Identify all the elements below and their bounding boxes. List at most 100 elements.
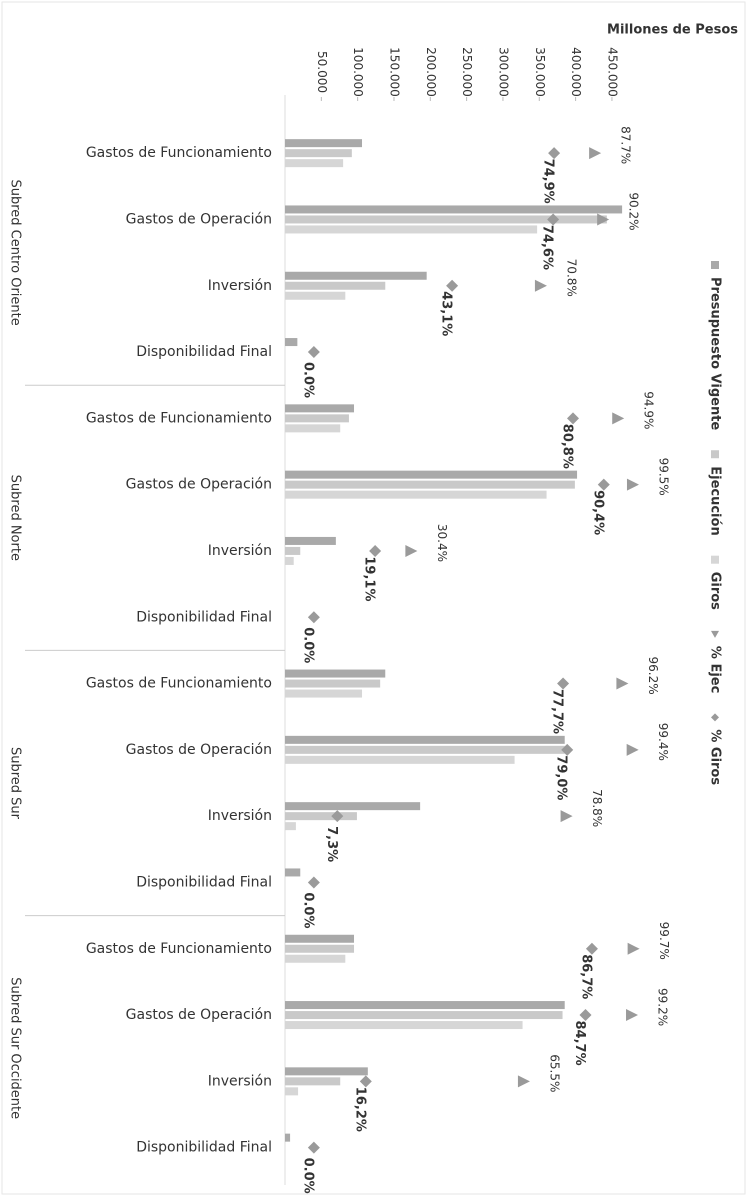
pct-ejec-label: 99.2% (656, 988, 670, 1026)
bar (285, 934, 355, 943)
group-label: Subred Sur (8, 747, 23, 820)
bar (285, 149, 352, 158)
category-label: Disponibilidad Final (136, 874, 272, 890)
bar (285, 1077, 341, 1086)
category-label: Gastos de Funcionamiento (86, 941, 272, 957)
pct-ejec-marker (627, 942, 640, 955)
legend-swatch (711, 261, 719, 269)
pct-giros-label: 80,8% (560, 424, 575, 469)
pct-ejec-label: 99.7% (657, 922, 671, 960)
bar (285, 225, 538, 234)
pct-ejec-marker (626, 1009, 639, 1022)
bar (285, 404, 355, 413)
pct-giros-marker (557, 677, 570, 690)
category-label: Disponibilidad Final (136, 609, 272, 625)
bar (285, 556, 294, 565)
bar (285, 1133, 291, 1142)
pct-giros-label: 90,4% (590, 490, 605, 535)
pct-ejec-marker (626, 478, 639, 491)
bar (285, 735, 565, 744)
pct-ejec-label: 94.9% (642, 391, 656, 429)
pct-ejec-marker (517, 1075, 530, 1088)
pct-ejec-marker (626, 743, 639, 756)
bar (285, 1021, 523, 1030)
pct-ejec-label: 30.4% (435, 524, 449, 562)
pct-giros-marker (307, 346, 320, 359)
pct-giros-marker (307, 611, 320, 624)
pct-giros-marker (585, 942, 598, 955)
pct-ejec-label: 87.7% (619, 126, 633, 164)
pct-ejec-marker (589, 147, 602, 160)
pct-ejec-marker (612, 412, 625, 425)
bar (285, 215, 607, 224)
category-label: Inversión (208, 543, 272, 559)
x-tick-label: 350.000 (533, 47, 547, 97)
bar (285, 954, 346, 963)
pct-giros-marker (579, 1009, 592, 1022)
pct-giros-marker (307, 1141, 320, 1154)
legend-label: Ejecución (708, 466, 723, 535)
x-tick-label: 450.000 (605, 47, 619, 97)
bar (285, 159, 344, 168)
bar (285, 1011, 563, 1020)
bar (285, 812, 357, 821)
category-label: Gastos de Funcionamiento (86, 145, 272, 161)
bar (285, 755, 515, 764)
bar (285, 822, 296, 831)
pct-giros-marker (597, 478, 610, 491)
category-label: Gastos de Operación (126, 1007, 272, 1023)
pct-ejec-label: 96.2% (646, 656, 660, 694)
group-label: Subred Centro Oriente (8, 179, 23, 325)
legend-swatch (711, 555, 719, 564)
pct-giros-label: 0.0% (300, 892, 315, 928)
x-tick-label: 100.000 (351, 47, 365, 97)
group-label: Subred Norte (8, 475, 23, 561)
pct-giros-label: 79,0% (554, 755, 569, 800)
bar (285, 414, 349, 423)
category-label: Gastos de Funcionamiento (86, 410, 272, 426)
bar (285, 669, 386, 678)
pct-giros-marker (359, 1075, 372, 1088)
pct-giros-label: 7,3% (324, 826, 339, 862)
category-label: Inversión (208, 278, 272, 294)
bar (285, 1087, 299, 1096)
pct-ejec-label: 70.8% (564, 259, 578, 297)
pct-ejec-label: 99.4% (656, 723, 670, 761)
x-tick-label: 200.000 (424, 47, 438, 97)
pct-giros-label: 0.0% (300, 362, 315, 398)
pct-giros-label: 0.0% (300, 1158, 315, 1194)
category-label: Gastos de Operación (126, 742, 272, 758)
pct-giros-marker (331, 810, 344, 823)
category-label: Inversión (208, 1073, 272, 1089)
x-tick-label: 300.000 (496, 47, 510, 97)
legend-swatch (711, 713, 719, 722)
bar (285, 536, 336, 545)
pct-giros-marker (369, 544, 382, 557)
legend-swatch (711, 450, 719, 459)
pct-ejec-marker (534, 279, 547, 292)
pct-ejec-marker (597, 213, 610, 226)
category-label: Gastos de Operación (126, 211, 272, 227)
bar (285, 281, 386, 290)
pct-giros-label: 74,6% (540, 225, 555, 270)
pct-giros-marker (561, 743, 574, 756)
bar (285, 480, 575, 489)
bar (285, 490, 547, 499)
pct-ejec-label: 99.5% (656, 458, 670, 496)
pct-giros-label: 77,7% (550, 689, 565, 734)
bar (285, 470, 578, 479)
bar (285, 1067, 368, 1076)
bar (285, 745, 565, 754)
bar (285, 679, 381, 688)
pct-ejec-marker (560, 810, 573, 823)
legend-label: % Giros (708, 729, 723, 785)
x-tick-label: 50.000 (315, 51, 329, 93)
group-label: Subred Sur Occidente (8, 977, 23, 1119)
pct-giros-label: 84,7% (572, 1020, 587, 1065)
category-label: Gastos de Funcionamiento (86, 676, 272, 692)
pct-giros-marker (307, 876, 320, 889)
legend-label: % Ejec (708, 646, 723, 693)
pct-giros-label: 19,1% (362, 556, 377, 601)
